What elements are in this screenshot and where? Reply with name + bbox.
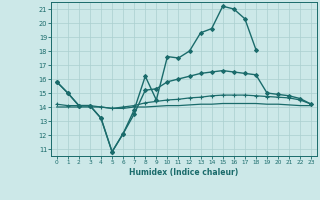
X-axis label: Humidex (Indice chaleur): Humidex (Indice chaleur) bbox=[129, 168, 239, 177]
